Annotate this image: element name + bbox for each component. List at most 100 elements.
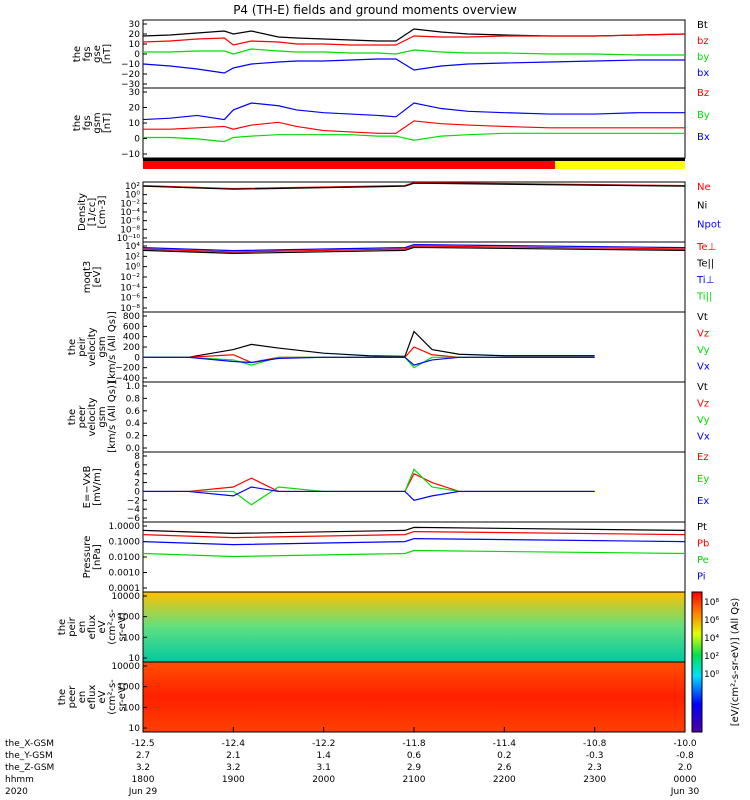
ytick-label: 600 bbox=[123, 322, 140, 332]
ytick-label: 1.0000 bbox=[109, 522, 141, 532]
series-peir_velocity-Vt bbox=[143, 330, 595, 358]
ytick-label: 10⁻⁴ bbox=[120, 208, 140, 218]
orbit-row-value: -12.4 bbox=[222, 739, 246, 749]
orbit-row-label: the_Y-GSM bbox=[5, 751, 53, 761]
legend-efield-Ex: Ex bbox=[697, 496, 709, 507]
ytick-label: −10 bbox=[121, 150, 140, 160]
orbit-row-value: 2.3 bbox=[588, 763, 602, 773]
orbit-row-value: Jun 29 bbox=[128, 787, 158, 797]
legend-pressure-Pb: Pb bbox=[697, 539, 709, 550]
legend-fgs_gse-bz: bz bbox=[697, 36, 709, 47]
ephemeris-bar-red bbox=[143, 161, 555, 169]
orbit-row-value: 2.9 bbox=[407, 763, 422, 773]
series-pressure-Pe bbox=[142, 549, 686, 558]
colorbar-tick-label: 10² bbox=[704, 652, 719, 662]
ytick-label: 6 bbox=[134, 461, 140, 471]
ytick-label: 1.0 bbox=[126, 382, 141, 392]
panel-frame-fgs_gsm bbox=[142, 87, 686, 159]
ytick-label: 8 bbox=[134, 452, 140, 462]
ytick-label: 200 bbox=[123, 343, 140, 353]
legend-peir_velocity-Vz: Vz bbox=[697, 329, 709, 340]
ytick-label: −30 bbox=[121, 80, 140, 90]
ytick-label: 10000 bbox=[111, 592, 140, 602]
series-fgs_gse-by bbox=[143, 48, 685, 56]
ytick-label: −200 bbox=[115, 364, 140, 374]
ytick-label: 0 bbox=[134, 353, 140, 363]
colorbar-tick-label: 10⁶ bbox=[704, 616, 719, 626]
ytick-label: 0.0100 bbox=[109, 553, 141, 563]
legend-peer_velocity-Vt: Vt bbox=[697, 382, 708, 393]
orbit-row-value: -10.0 bbox=[673, 739, 697, 749]
ytick-label: −6 bbox=[127, 514, 141, 524]
ytick-label: 2 bbox=[134, 479, 140, 489]
ytick-label: 0.2 bbox=[126, 432, 140, 442]
legend-pressure-Pe: Pe bbox=[697, 555, 709, 566]
panel-ylabel-peer_velocity: thepeervelocitygsm[km/s (All Qs)] bbox=[67, 381, 118, 453]
ytick-label: 20 bbox=[129, 30, 141, 40]
colorbar-title: [eV/(cm²-s-sr-eV)] (All Qs) bbox=[730, 598, 741, 727]
series-temperature-Ti-perp bbox=[142, 243, 686, 252]
legend-peer_velocity-Vy: Vy bbox=[697, 415, 710, 426]
ytick-label: 10⁰ bbox=[125, 191, 140, 201]
ytick-label: 800 bbox=[123, 312, 140, 322]
ytick-label: 0.0010 bbox=[109, 569, 141, 579]
orbit-row-value: 0.6 bbox=[407, 751, 422, 761]
ytick-label: 0.0001 bbox=[109, 584, 141, 594]
ytick-label: 10² bbox=[125, 182, 140, 192]
series-fgs_gsm-Bx bbox=[142, 102, 685, 121]
ytick-label: 10 bbox=[129, 724, 141, 734]
orbit-row-value: 2300 bbox=[583, 775, 606, 785]
legend-efield-Ez: Ez bbox=[697, 452, 709, 463]
ytick-label: 0.8 bbox=[126, 394, 141, 404]
orbit-row-value: 2200 bbox=[493, 775, 516, 785]
legend-pressure-Pi: Pi bbox=[697, 572, 706, 583]
panel-ylabel-peir_spec: thepeirenefluxeV(cm²-s-sr-eV) bbox=[57, 609, 128, 645]
ytick-label: −10 bbox=[121, 60, 140, 70]
legend-peer_velocity-Vx: Vx bbox=[697, 432, 710, 443]
ytick-label: 10 bbox=[129, 119, 141, 129]
orbit-row-value: -12.5 bbox=[131, 739, 154, 749]
orbit-row-value: 3.2 bbox=[226, 763, 240, 773]
colorbar-tick-label: 10⁸ bbox=[704, 598, 719, 608]
panel-ylabel-efield: E=−VxB[mV/m] bbox=[82, 466, 103, 509]
panel-ylabel-peer_spec: thepeerenefluxeV(cm²-s-sr-eV) bbox=[57, 679, 128, 715]
orbit-row-value: 1.4 bbox=[317, 751, 332, 761]
legend-density-Npot: Npot bbox=[697, 219, 721, 230]
spectrogram-sp2 bbox=[143, 662, 685, 732]
orbit-row-label: the_Z-GSM bbox=[5, 763, 54, 773]
orbit-row-label: 2020 bbox=[5, 787, 28, 797]
series-efield-Ez bbox=[143, 472, 595, 493]
series-peir_velocity-Vx bbox=[143, 356, 595, 366]
legend-density-Ni: Ni bbox=[697, 201, 707, 212]
orbit-row-value: 1800 bbox=[132, 775, 155, 785]
ytick-label: 10⁰ bbox=[125, 263, 140, 273]
ytick-label: 100 bbox=[123, 703, 140, 713]
legend-temperature-Ti||: Ti|| bbox=[696, 292, 712, 303]
series-fgs_gsm-By bbox=[143, 132, 685, 143]
orbit-row-label: the_X-GSM bbox=[5, 739, 54, 749]
legend-peir_velocity-Vx: Vx bbox=[697, 362, 710, 373]
orbit-row-value: 1900 bbox=[222, 775, 245, 785]
ytick-label: 20 bbox=[129, 104, 141, 114]
ytick-label: 1000 bbox=[117, 683, 140, 693]
ytick-label: −2 bbox=[127, 496, 140, 506]
colorbar-tick-label: 10⁴ bbox=[704, 634, 719, 644]
legend-peir_velocity-Vy: Vy bbox=[697, 345, 710, 356]
ytick-label: 10⁻⁸ bbox=[120, 304, 140, 314]
orbit-row-value: 0.2 bbox=[497, 751, 511, 761]
series-temperature-Te-par bbox=[142, 246, 686, 255]
panel-frame-peer_velocity bbox=[142, 381, 686, 453]
orbit-row-value: 2100 bbox=[403, 775, 426, 785]
mode-bar bbox=[143, 158, 685, 161]
legend-temperature-Ti⊥: Ti⊥ bbox=[696, 275, 714, 286]
series-fgs_gse-Bt bbox=[142, 28, 686, 42]
series-temperature-Te-perp bbox=[142, 245, 686, 253]
orbit-row-label: hhmm bbox=[5, 775, 34, 785]
series-density-Ni bbox=[142, 182, 686, 190]
colorbar-tick-label: 10⁰ bbox=[704, 670, 719, 680]
panel-ylabel-pressure: Pressure[nPa] bbox=[82, 536, 103, 579]
ytick-label: 0 bbox=[134, 135, 140, 145]
series-fgs_gsm-Bz bbox=[143, 120, 685, 134]
ytick-label: 10 bbox=[129, 40, 141, 50]
